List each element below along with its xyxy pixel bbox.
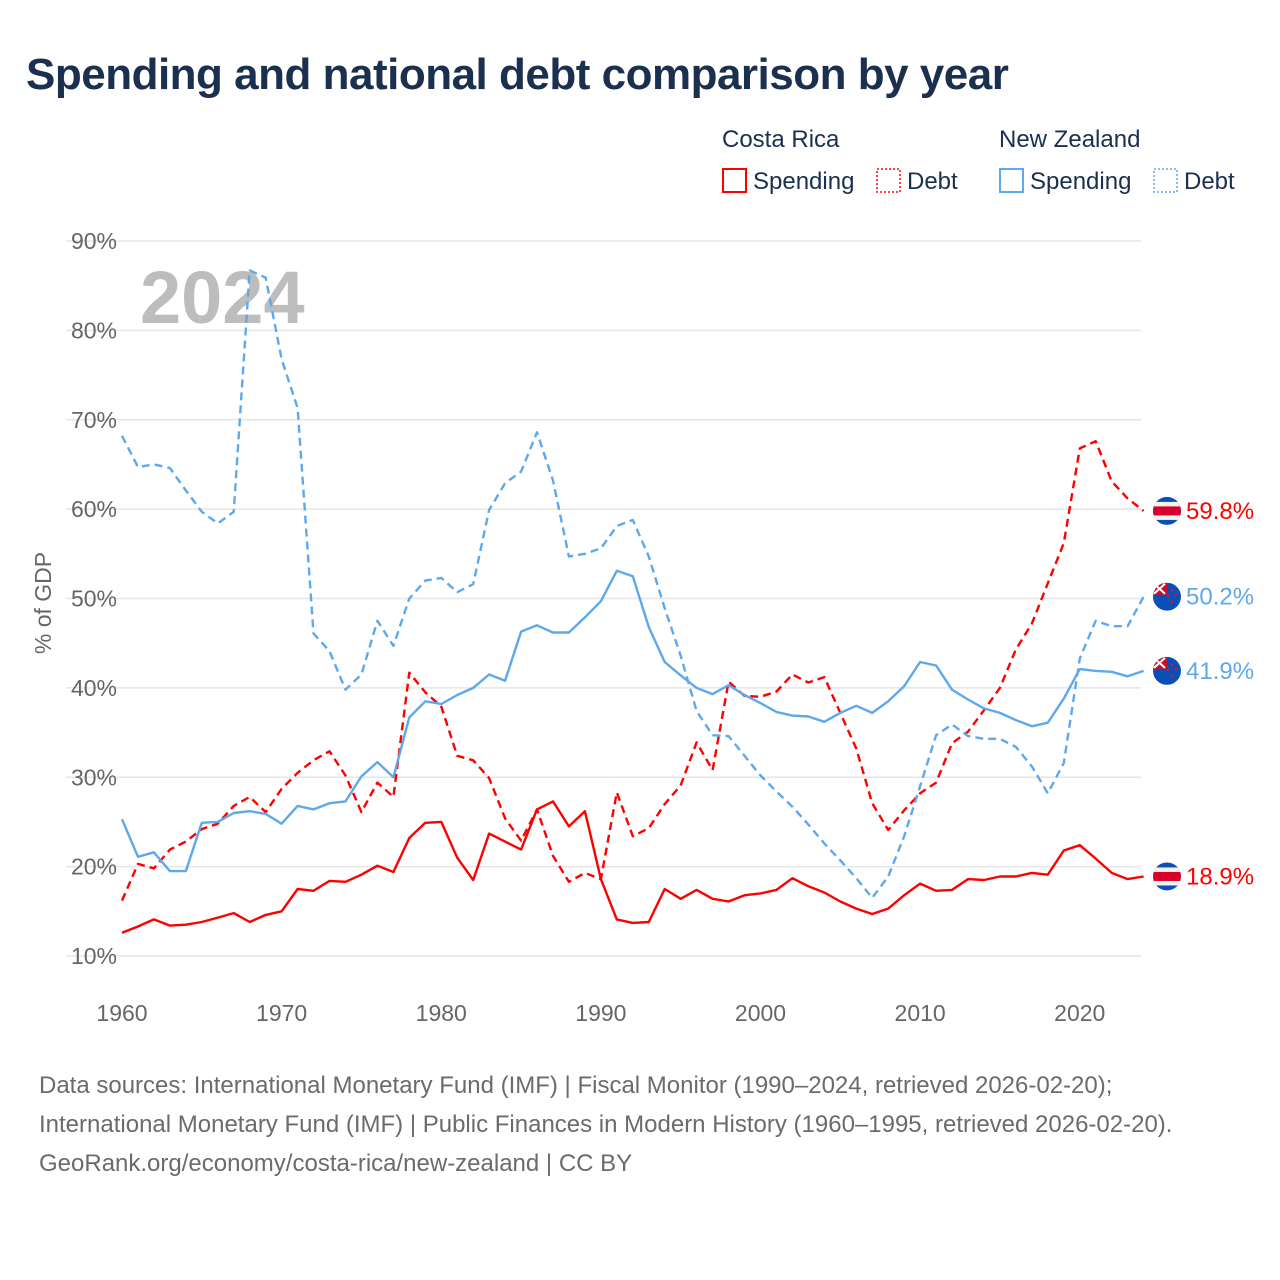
y-tick-label: 20% bbox=[71, 854, 117, 880]
legend-item-spending: Spending bbox=[753, 168, 854, 195]
flag-star bbox=[1170, 600, 1174, 604]
costa-rica-flag-icon bbox=[1153, 862, 1181, 891]
legend-item-spending: Spending bbox=[1030, 168, 1131, 195]
legend-item-debt: Debt bbox=[907, 168, 958, 195]
end-labels: 18.9% 59.8% 41.9% 50.2% bbox=[1153, 496, 1254, 891]
flag-star bbox=[1170, 674, 1174, 678]
x-tick-label: 1980 bbox=[416, 1000, 467, 1026]
credit-link[interactable]: GeoRank.org/economy/costa-rica/new-zeala… bbox=[39, 1150, 633, 1177]
x-tick-label: 1970 bbox=[256, 1000, 307, 1026]
new-zealand-flag-icon bbox=[1153, 582, 1181, 611]
end-value-label: 50.2% bbox=[1186, 584, 1254, 611]
legend-swatch-debt bbox=[1153, 168, 1178, 193]
series-lines bbox=[120, 269, 1145, 934]
legend-swatch-spending bbox=[999, 168, 1024, 193]
flag-red bbox=[1153, 506, 1181, 516]
y-tick-label: 40% bbox=[71, 675, 117, 701]
legend: Costa Rica Spending Debt New Zealand Spendin… bbox=[722, 126, 1235, 195]
x-tick-label: 2000 bbox=[735, 1000, 786, 1026]
x-tick-label: 1990 bbox=[575, 1000, 626, 1026]
flag-red bbox=[1153, 871, 1181, 881]
year-watermark: 2024 bbox=[140, 256, 305, 339]
new-zealand-debt-line bbox=[120, 269, 1145, 900]
end-value-label: 59.8% bbox=[1186, 498, 1254, 525]
end-value-label: 41.9% bbox=[1186, 658, 1254, 685]
costa-rica-flag-icon bbox=[1153, 496, 1181, 525]
chart-title: Spending and national debt comparison by… bbox=[26, 50, 1009, 99]
data-sources: Data sources: International Monetary Fun… bbox=[39, 1072, 1173, 1138]
x-tick-label: 1960 bbox=[96, 1000, 147, 1026]
flag-star bbox=[1174, 593, 1178, 597]
y-tick-label: 70% bbox=[71, 407, 117, 433]
flag-star bbox=[1166, 594, 1170, 598]
flag-star bbox=[1166, 668, 1170, 672]
end-value-label: 18.9% bbox=[1186, 863, 1254, 890]
flag-star bbox=[1170, 663, 1174, 667]
legend-item-debt: Debt bbox=[1184, 168, 1235, 195]
flag-star bbox=[1170, 589, 1174, 593]
x-tick-label: 2020 bbox=[1054, 1000, 1105, 1026]
new-zealand-flag-icon bbox=[1153, 656, 1181, 685]
y-tick-label: 80% bbox=[71, 317, 117, 343]
y-tick-label: 30% bbox=[71, 764, 117, 790]
footer: Data sources: International Monetary Fun… bbox=[39, 1066, 1239, 1183]
costa-rica-spending-line bbox=[121, 800, 1144, 934]
x-tick-label: 2010 bbox=[895, 1000, 946, 1026]
new-zealand-spending-line bbox=[120, 569, 1144, 873]
y-axis: 10% 20% 30% 40% 50% 60% 70% 80% 90% bbox=[71, 228, 117, 969]
legend-group-title: Costa Rica bbox=[722, 126, 840, 153]
legend-swatch-debt bbox=[876, 168, 901, 193]
legend-group-title: New Zealand bbox=[999, 126, 1140, 153]
y-tick-label: 50% bbox=[71, 586, 117, 612]
x-axis: 1960 1970 1980 1990 2000 2010 2020 bbox=[96, 1000, 1105, 1026]
y-axis-label: % of GDP bbox=[30, 552, 56, 654]
y-tick-label: 10% bbox=[71, 943, 117, 969]
costa-rica-debt-line bbox=[120, 440, 1145, 902]
y-tick-label: 90% bbox=[71, 228, 117, 254]
flag-star bbox=[1174, 667, 1178, 671]
legend-swatch-spending bbox=[722, 168, 747, 193]
y-tick-label: 60% bbox=[71, 496, 117, 522]
